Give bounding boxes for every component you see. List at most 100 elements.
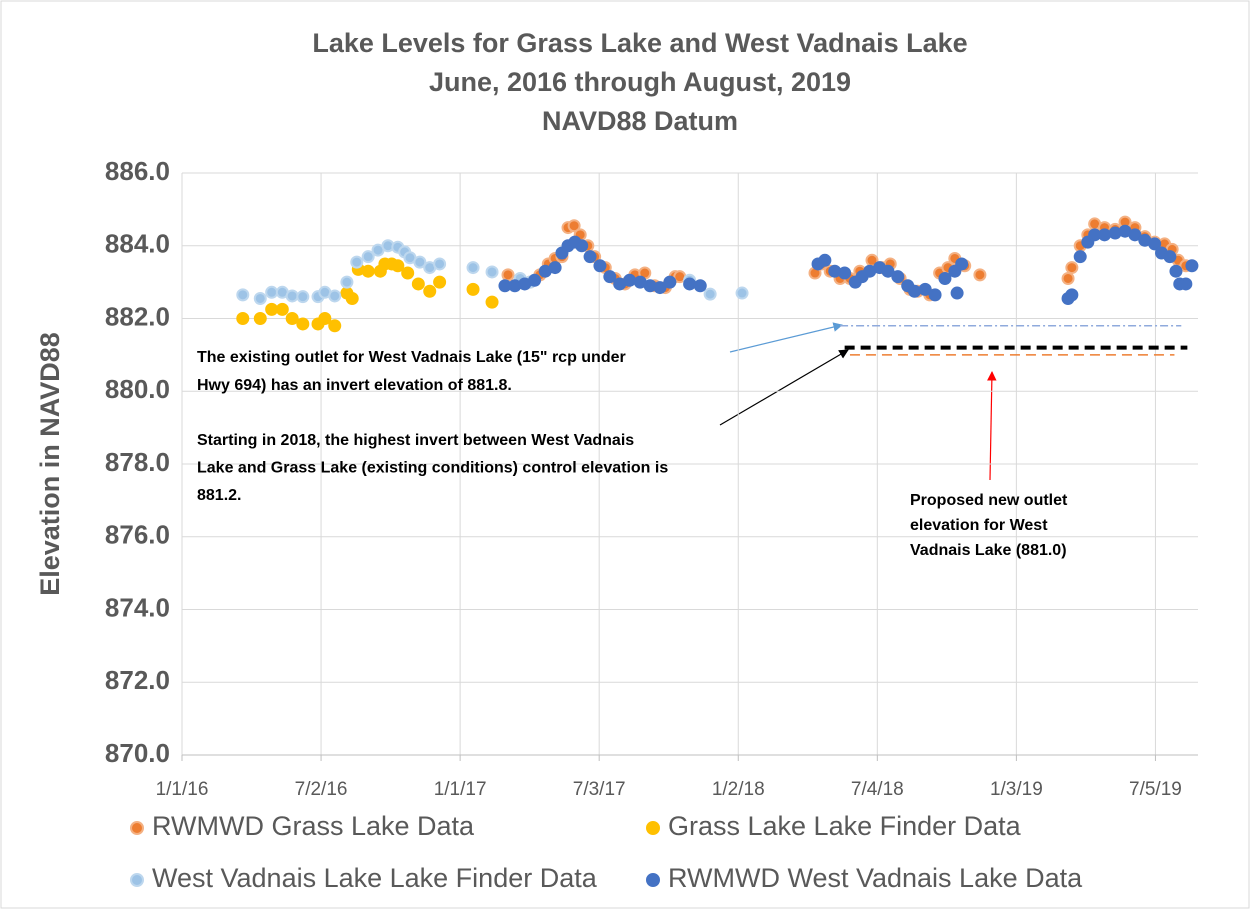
y-tick-label: 884.0	[105, 229, 170, 259]
y-axis-label: Elevation in NAVD88	[35, 332, 65, 596]
point	[1061, 271, 1075, 285]
point	[891, 270, 905, 284]
x-tick-label: 1/1/16	[156, 779, 209, 800]
point	[340, 275, 354, 289]
point	[838, 266, 852, 280]
y-tick-label: 886.0	[105, 156, 170, 186]
chart-title: NAVD88 Datum	[542, 106, 738, 136]
point	[938, 271, 952, 285]
point	[401, 266, 415, 280]
point	[236, 288, 250, 302]
annotation: The existing outlet for West Vadnais Lak…	[197, 349, 626, 366]
point	[253, 291, 267, 305]
point	[345, 291, 359, 305]
point	[955, 257, 969, 271]
y-tick-label: 876.0	[105, 520, 170, 550]
annotation: Vadnais Lake (881.0)	[910, 542, 1067, 559]
legend-label: Grass Lake Lake Finder Data	[668, 811, 1022, 841]
legend-marker	[130, 873, 144, 887]
point	[663, 275, 677, 289]
point	[583, 250, 597, 264]
chart-title: June, 2016 through August, 2019	[429, 67, 851, 97]
point	[265, 285, 279, 299]
point	[1065, 288, 1079, 302]
x-tick-label: 7/4/18	[851, 779, 904, 800]
point	[918, 282, 932, 296]
point	[1073, 250, 1087, 264]
x-tick-label: 7/2/16	[295, 779, 348, 800]
point	[350, 255, 364, 269]
point	[603, 270, 617, 284]
point	[296, 290, 310, 304]
point	[485, 265, 499, 279]
x-tick-label: 1/1/17	[434, 779, 487, 800]
point	[567, 219, 581, 233]
y-tick-label: 870.0	[105, 738, 170, 768]
point	[253, 312, 267, 325]
point	[548, 261, 562, 275]
point	[818, 253, 832, 267]
point	[318, 312, 332, 325]
legend-label: West Vadnais Lake Lake Finder Data	[152, 863, 598, 893]
y-tick-label: 880.0	[105, 374, 170, 404]
point	[275, 302, 289, 316]
point	[703, 287, 717, 301]
point	[413, 255, 427, 269]
x-tick-label: 1/2/18	[712, 779, 765, 800]
annotation: elevation for West	[910, 517, 1048, 534]
y-tick-label: 874.0	[105, 592, 170, 622]
y-tick-label: 878.0	[105, 447, 170, 477]
point	[285, 312, 299, 325]
point	[361, 264, 375, 278]
point	[433, 257, 447, 271]
point	[1163, 250, 1177, 264]
point	[1065, 261, 1079, 275]
legend-marker	[130, 821, 144, 835]
point	[296, 317, 310, 331]
x-tick-label: 1/3/19	[990, 779, 1043, 800]
point	[593, 259, 607, 273]
point	[950, 286, 964, 300]
point	[693, 279, 707, 293]
legend-label: RWMWD West Vadnais Lake Data	[668, 863, 1083, 893]
point	[683, 277, 697, 291]
point	[391, 259, 405, 273]
point	[501, 268, 515, 282]
y-tick-label: 872.0	[105, 665, 170, 695]
point	[466, 261, 480, 275]
point	[285, 289, 299, 303]
point	[433, 275, 447, 289]
point	[881, 264, 895, 278]
arrow	[719, 349, 849, 426]
point	[735, 286, 749, 300]
point	[1185, 259, 1199, 273]
legend-label: RWMWD Grass Lake Data	[152, 811, 475, 841]
point	[1179, 277, 1193, 291]
arrow	[987, 371, 997, 481]
point	[908, 284, 922, 298]
annotation: Starting in 2018, the highest invert bet…	[197, 432, 634, 449]
x-tick-label: 7/3/17	[573, 779, 626, 800]
point	[1098, 228, 1112, 242]
point	[653, 281, 667, 295]
point	[1128, 228, 1142, 242]
legend-marker	[646, 821, 660, 835]
point	[928, 288, 942, 302]
chart-title: Lake Levels for Grass Lake and West Vadn…	[312, 28, 967, 58]
point	[973, 268, 987, 282]
point	[265, 302, 279, 316]
annotation: Hwy 694) has an invert elevation of 881.…	[197, 377, 512, 394]
y-tick-label: 882.0	[105, 301, 170, 331]
point	[328, 319, 342, 333]
annotation: 881.2.	[197, 487, 241, 504]
point	[361, 250, 375, 264]
point	[328, 289, 342, 303]
point	[423, 284, 437, 298]
annotation: Proposed new outlet	[910, 492, 1068, 509]
point	[485, 295, 499, 309]
point	[236, 312, 250, 325]
annotation: Lake and Grass Lake (existing conditions…	[197, 460, 668, 477]
point	[575, 239, 589, 253]
